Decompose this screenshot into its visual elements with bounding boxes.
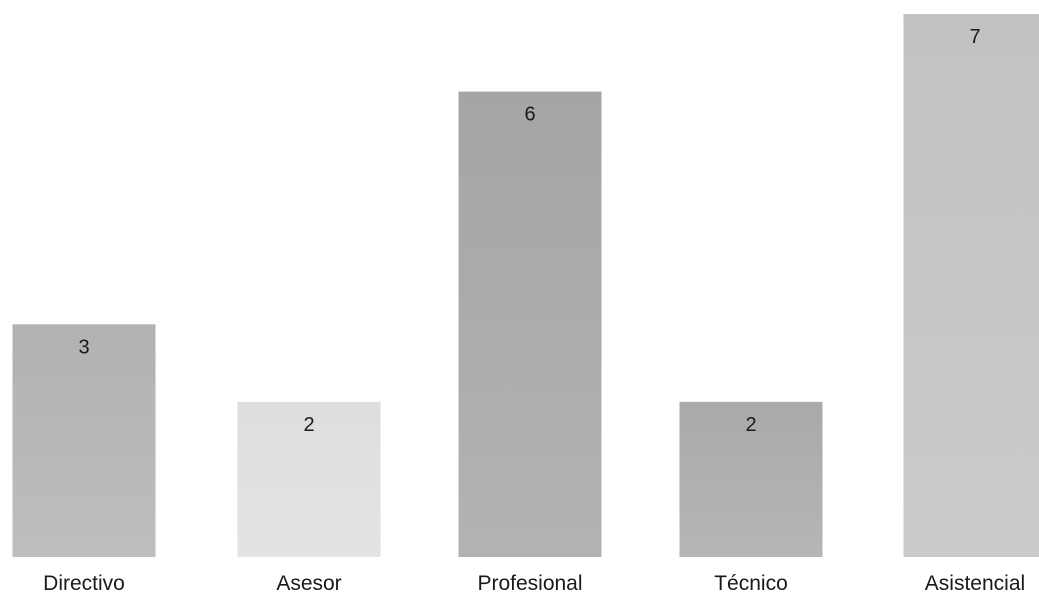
category-label-directivo: Directivo (43, 572, 125, 595)
bar-profesional (459, 92, 602, 557)
category-label-tecnico: Técnico (714, 572, 788, 595)
bar-directivo (13, 324, 156, 557)
category-labels-layer: Directivo Asesor Profesional Técnico Asisten… (43, 572, 1025, 595)
value-label-profesional: 6 (524, 104, 535, 126)
bar-asistencial (904, 14, 1039, 557)
category-label-asesor: Asesor (276, 572, 341, 595)
value-label-asistencial: 7 (969, 26, 980, 48)
category-label-asistencial: Asistencial (925, 572, 1025, 595)
bars-layer (13, 14, 1039, 557)
category-label-profesional: Profesional (477, 572, 582, 595)
value-label-tecnico: 2 (745, 414, 756, 436)
value-label-asesor: 2 (303, 414, 314, 436)
value-label-directivo: 3 (78, 336, 89, 358)
